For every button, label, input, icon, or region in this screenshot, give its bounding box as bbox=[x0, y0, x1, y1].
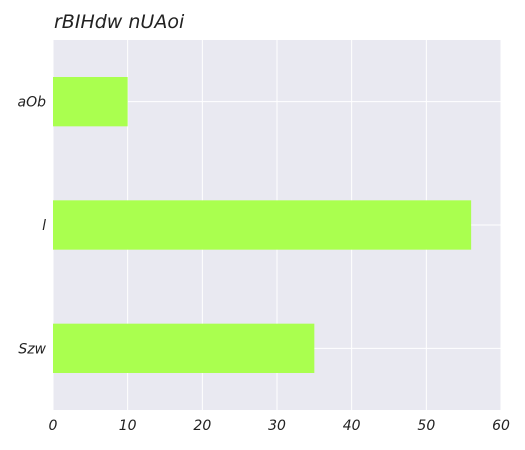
x-tick-label: 60 bbox=[492, 418, 510, 434]
y-axis-ticks: aOb l Szw bbox=[18, 95, 47, 358]
bars bbox=[53, 77, 472, 373]
x-tick-label: 10 bbox=[119, 418, 137, 434]
bar-szw bbox=[53, 323, 315, 373]
y-tick-label: Szw bbox=[18, 341, 46, 357]
y-tick-label: l bbox=[42, 218, 46, 234]
x-tick-label: 0 bbox=[49, 418, 58, 434]
y-tick-label: aOb bbox=[18, 95, 47, 111]
x-tick-label: 30 bbox=[268, 418, 286, 434]
x-tick-label: 50 bbox=[417, 418, 435, 434]
chart-title: rBIHdw nUAoi bbox=[54, 11, 185, 33]
x-tick-label: 40 bbox=[343, 418, 361, 434]
x-axis-ticks: 0 10 20 30 40 50 60 bbox=[49, 418, 510, 434]
bar-aob bbox=[53, 77, 128, 127]
x-tick-label: 20 bbox=[193, 418, 211, 434]
bar-l bbox=[53, 200, 472, 250]
